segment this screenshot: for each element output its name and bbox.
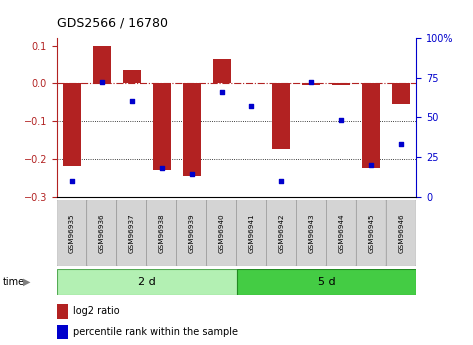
FancyBboxPatch shape <box>176 199 207 266</box>
Text: GDS2566 / 16780: GDS2566 / 16780 <box>57 16 168 29</box>
Point <box>278 178 285 184</box>
Text: log2 ratio: log2 ratio <box>73 306 120 316</box>
Point <box>248 104 255 109</box>
Point <box>397 141 405 147</box>
FancyBboxPatch shape <box>87 199 117 266</box>
Bar <box>333 83 350 85</box>
Bar <box>362 83 380 168</box>
Text: GSM96944: GSM96944 <box>338 213 344 253</box>
Point <box>98 80 105 85</box>
Text: GSM96935: GSM96935 <box>69 213 75 253</box>
Text: percentile rank within the sample: percentile rank within the sample <box>73 327 238 337</box>
Point <box>368 162 375 168</box>
Bar <box>236 269 416 295</box>
Bar <box>63 83 81 166</box>
Text: GSM96942: GSM96942 <box>279 213 284 253</box>
Point <box>218 89 225 95</box>
FancyBboxPatch shape <box>57 199 87 266</box>
Point <box>338 118 345 123</box>
Bar <box>272 83 290 149</box>
FancyBboxPatch shape <box>207 199 236 266</box>
Text: GSM96946: GSM96946 <box>398 213 404 253</box>
Text: GSM96945: GSM96945 <box>368 213 374 253</box>
Point <box>188 172 195 177</box>
Point <box>307 80 315 85</box>
Bar <box>57 304 68 319</box>
Bar <box>93 46 111 83</box>
FancyBboxPatch shape <box>326 199 356 266</box>
Text: GSM96939: GSM96939 <box>189 213 194 253</box>
Bar <box>302 83 320 85</box>
Text: time: time <box>2 277 25 287</box>
Text: GSM96940: GSM96940 <box>219 213 225 253</box>
Text: 5 d: 5 d <box>317 277 335 287</box>
Point <box>158 165 166 171</box>
FancyBboxPatch shape <box>236 199 266 266</box>
Text: GSM96936: GSM96936 <box>99 213 105 253</box>
Text: GSM96943: GSM96943 <box>308 213 315 253</box>
Bar <box>123 70 140 83</box>
FancyBboxPatch shape <box>147 199 176 266</box>
Point <box>128 99 135 104</box>
Point <box>68 178 76 184</box>
Text: 2 d: 2 d <box>138 277 156 287</box>
Bar <box>57 269 236 295</box>
FancyBboxPatch shape <box>297 199 326 266</box>
Bar <box>183 83 201 176</box>
FancyBboxPatch shape <box>117 199 147 266</box>
Bar <box>153 83 171 170</box>
Bar <box>392 83 410 104</box>
Text: GSM96938: GSM96938 <box>158 213 165 253</box>
Text: GSM96937: GSM96937 <box>129 213 135 253</box>
FancyBboxPatch shape <box>386 199 416 266</box>
FancyBboxPatch shape <box>266 199 297 266</box>
Bar <box>243 82 261 83</box>
Bar <box>57 325 68 339</box>
Text: ▶: ▶ <box>23 277 30 287</box>
FancyBboxPatch shape <box>356 199 386 266</box>
Text: GSM96941: GSM96941 <box>248 213 254 253</box>
Bar <box>212 59 230 83</box>
